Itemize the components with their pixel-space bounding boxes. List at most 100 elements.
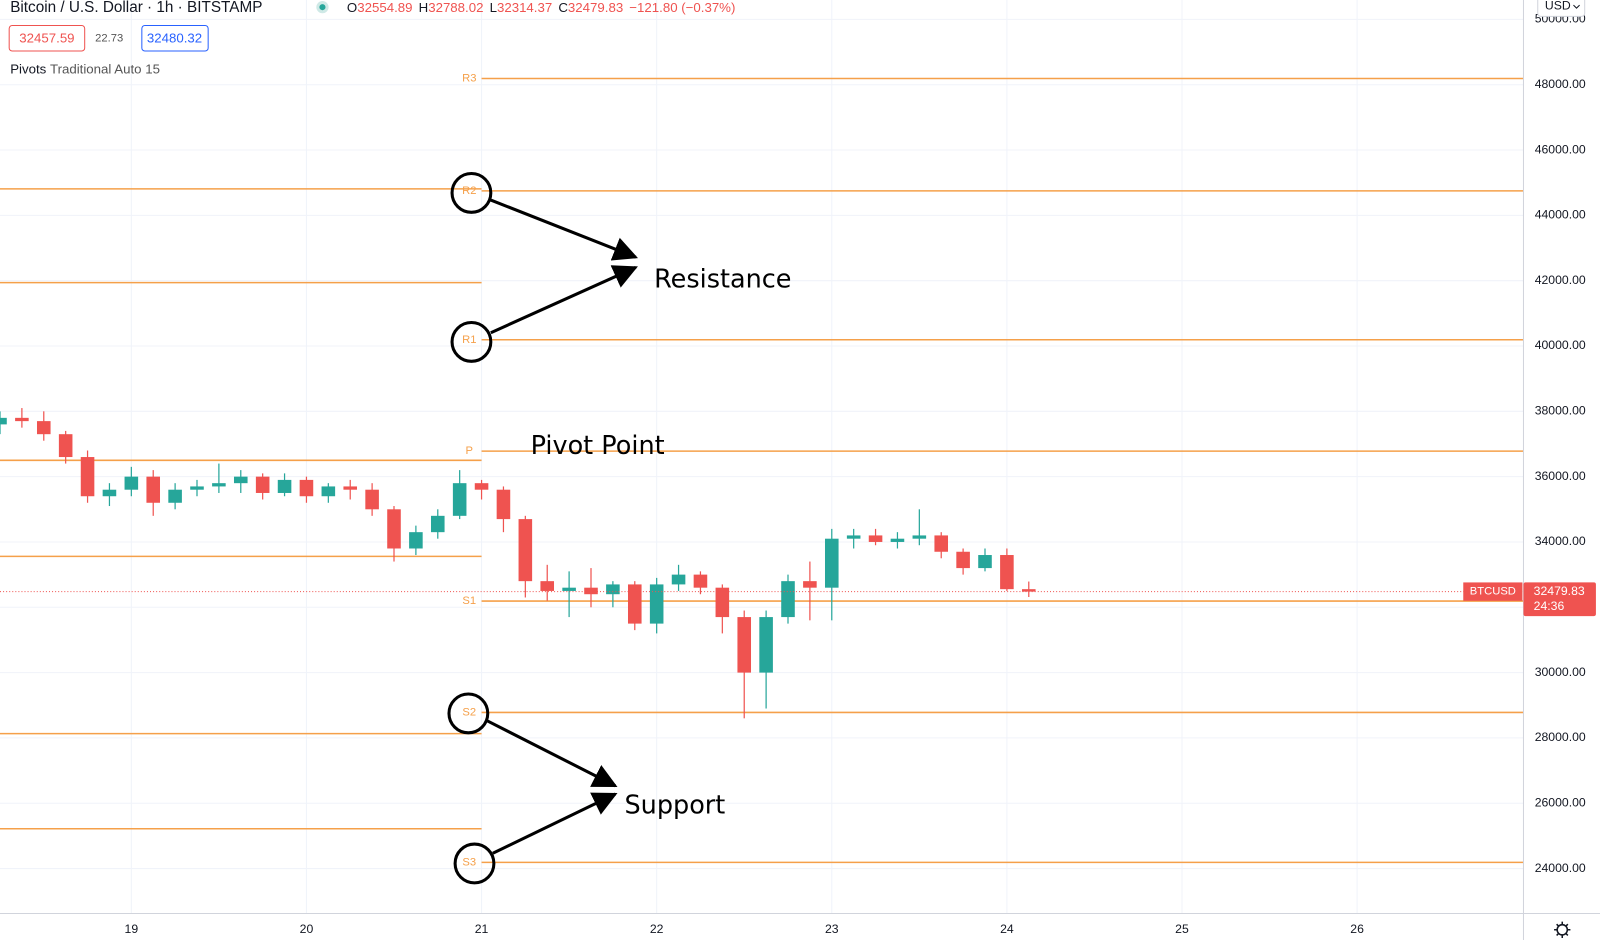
candle-body (846, 535, 861, 539)
circle-marker (450, 171, 493, 214)
symbol-header: Bitcoin / U.S. Dollar · 1h · BITSTAMP (10, 0, 262, 16)
candle-body (890, 538, 905, 542)
countdown: 24:36 (1534, 599, 1565, 613)
candle-body (255, 476, 270, 493)
candle-body (146, 476, 161, 503)
arrow (490, 198, 638, 261)
candle-body (518, 519, 533, 582)
last-price: 32479.83 (1534, 584, 1585, 598)
bid-box[interactable] (8, 25, 86, 52)
candle-body (868, 535, 883, 542)
y-tick-label: 28000.00 (1535, 730, 1586, 744)
candle-body (803, 581, 817, 588)
interval: 1h (156, 0, 173, 16)
ask-box[interactable] (141, 25, 209, 52)
exchange: BITSTAMP (187, 0, 262, 16)
candle-body (693, 574, 708, 588)
y-tick-label: 30000.00 (1535, 665, 1586, 679)
candle-body (824, 538, 839, 588)
x-tick-label: 21 (475, 922, 489, 936)
candle-body (124, 476, 139, 490)
ask: 32480.32 (147, 30, 202, 45)
x-tick-label: 25 (1175, 922, 1189, 936)
indicator-name: Pivots (10, 61, 46, 76)
pivot-label: R1 (462, 334, 476, 346)
y-tick-label: 40000.00 (1535, 338, 1586, 352)
candle-body (584, 587, 598, 595)
candle-body (737, 617, 752, 673)
x-tick-label: 22 (650, 922, 664, 936)
ohlc-value: 32788.02 (428, 0, 483, 15)
x-tick-label: 24 (1000, 922, 1014, 936)
candle-body (321, 486, 336, 497)
candle-body (80, 457, 95, 497)
candle-body (102, 489, 117, 497)
dropdown-chevron (1573, 4, 1580, 9)
candle-body (627, 584, 642, 624)
ohlc-label: L (490, 0, 497, 15)
indicator-legend: Pivots Traditional Auto 15 (10, 61, 160, 76)
y-tick-label: 46000.00 (1535, 142, 1586, 156)
y-tick-label: 42000.00 (1535, 273, 1586, 287)
pivot-label: R3 (462, 72, 476, 84)
candle-body (58, 434, 73, 458)
candle-body (299, 479, 314, 497)
ohlc-label: H (419, 0, 429, 15)
candle-body (715, 587, 730, 618)
y-tick-label: 36000.00 (1535, 469, 1586, 483)
candle-body (562, 587, 576, 591)
annotation: Support (624, 790, 725, 820)
symbol: Bitcoin / U.S. Dollar (10, 0, 143, 16)
candle-body (1000, 555, 1014, 590)
circle-marker (447, 692, 490, 735)
annotation: Resistance (654, 265, 791, 295)
candle-body (168, 489, 182, 503)
annotation: Pivot Point (531, 431, 665, 461)
ticker-tag (1463, 582, 1523, 601)
currency: USD (1545, 0, 1571, 12)
change: −121.80 (−0.37%) (629, 0, 735, 15)
pivot-label: R2 (462, 185, 476, 197)
x-tick-label: 26 (1350, 922, 1364, 936)
candle-body (233, 476, 248, 484)
y-tick-label: 26000.00 (1535, 795, 1586, 809)
candle-body (496, 489, 511, 520)
y-tick-label: 48000.00 (1535, 77, 1586, 91)
ohlc-label: O (347, 0, 357, 15)
y-tick-label: 38000.00 (1535, 404, 1586, 418)
candle-body (671, 574, 686, 585)
x-tick-label: 23 (825, 922, 839, 936)
indicator-settings: Traditional Auto 15 (50, 61, 160, 76)
candle-body (759, 617, 773, 673)
candle-body (649, 584, 664, 624)
grid (0, 0, 1524, 914)
candle-body (365, 489, 379, 510)
ohlc-value: 32479.83 (568, 0, 623, 15)
y-tick-label: 34000.00 (1535, 534, 1586, 548)
pivot-label: S3 (462, 856, 476, 868)
arrow (492, 792, 618, 855)
spread: 22.73 (95, 33, 123, 45)
candle-body (934, 535, 949, 552)
pivot-label: P (466, 445, 473, 457)
gear-icon (1554, 921, 1571, 938)
circle-marker (453, 842, 496, 885)
candle-body (1021, 589, 1036, 592)
pivot-label: S2 (462, 706, 476, 718)
ohlc-value: 32554.89 (357, 0, 412, 15)
candle-body (912, 535, 927, 539)
candles (0, 408, 1036, 719)
candle-body (0, 417, 7, 425)
ohlc-value: 32314.37 (497, 0, 552, 15)
candle-body (606, 584, 620, 595)
settings-button[interactable] (1554, 921, 1571, 938)
currency-button[interactable] (1537, 0, 1586, 17)
candle-body (409, 532, 423, 549)
candle-body (343, 486, 358, 490)
annotations: Resistance Pivot Point Support (447, 171, 791, 885)
candle-body (956, 551, 970, 569)
candle-body (978, 555, 992, 569)
